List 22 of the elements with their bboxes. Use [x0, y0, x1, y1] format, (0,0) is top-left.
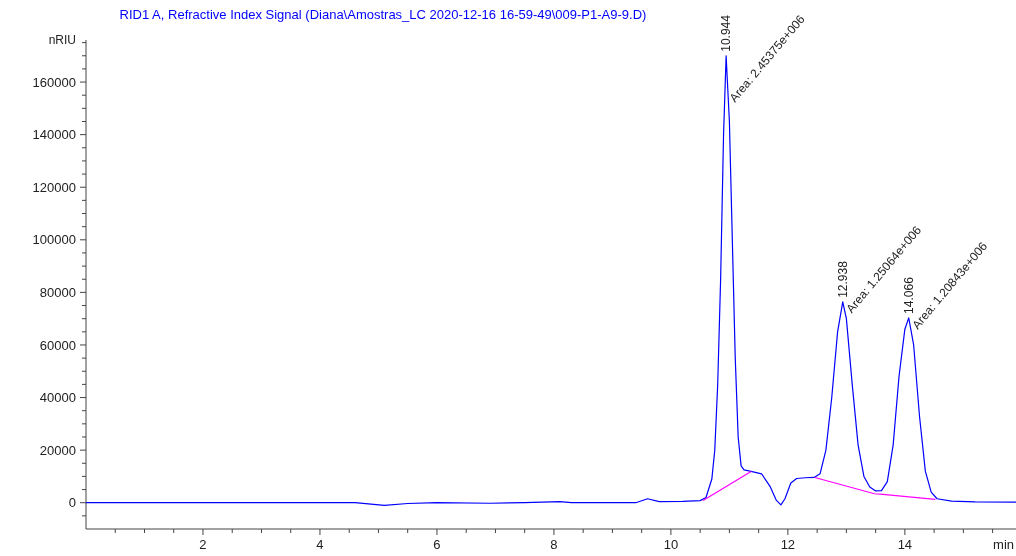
y-tick-label: 100000	[32, 232, 76, 248]
y-tick-label: 120000	[32, 179, 76, 195]
x-axis-title: min	[993, 537, 1014, 552]
x-tick-label: 14	[897, 537, 913, 552]
y-tick-label: 0	[68, 495, 76, 511]
x-tick-label: 8	[550, 537, 558, 552]
y-axis-title: nRIU	[48, 33, 76, 47]
line-series	[814, 476, 936, 500]
annotation: 12.938	[835, 260, 850, 298]
y-tick-label: 20000	[39, 442, 76, 458]
y-tick-label: 60000	[39, 337, 76, 353]
x-tick-label: 2	[199, 537, 207, 552]
y-tick-label: 140000	[32, 127, 76, 143]
chart-title: RID1 A, Refractive Index Signal (Diana\Amostras_LC 2020-12-16 16-59-49\009-P1-A9-9.D)	[119, 7, 647, 22]
x-tick-label: 6	[433, 537, 441, 552]
y-tick-label: 80000	[39, 284, 76, 300]
y-tick-label: 40000	[39, 390, 76, 406]
x-tick-label: 12	[780, 537, 796, 552]
annotation: 10.944	[719, 14, 734, 52]
y-tick-label: 160000	[32, 74, 76, 90]
x-tick-label: 4	[316, 537, 324, 552]
x-tick-label: 10	[663, 537, 679, 552]
